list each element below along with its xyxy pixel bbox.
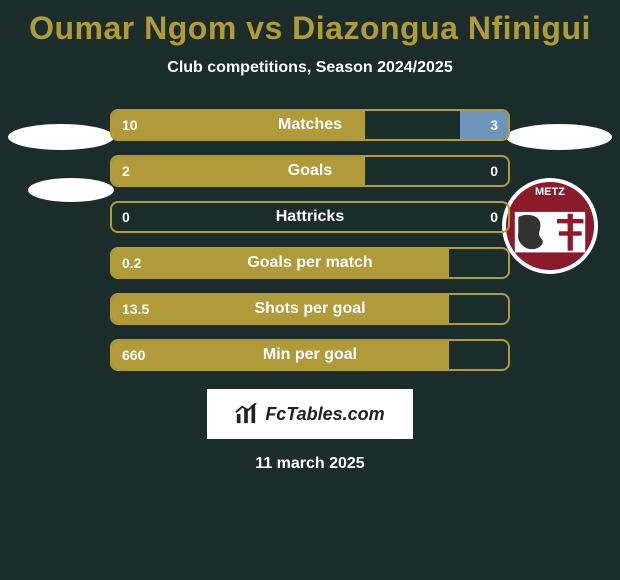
value-right: 0 [490, 163, 498, 179]
bar-right [460, 111, 508, 139]
comparison-infographic: Oumar Ngom vs Diazongua Nfinigui Club co… [0, 0, 620, 580]
value-left: 0 [122, 209, 130, 225]
stat-row: 13.5Shots per goal [110, 293, 510, 325]
value-right: 3 [490, 117, 498, 133]
bar-left [112, 249, 449, 277]
date-text: 11 march 2025 [0, 455, 620, 473]
page-title: Oumar Ngom vs Diazongua Nfinigui [0, 0, 620, 47]
value-left: 10 [122, 117, 138, 133]
fctables-badge: FcTables.com [207, 389, 413, 439]
row-label: Hattricks [112, 208, 508, 226]
stat-row: 0 0Hattricks [110, 201, 510, 233]
stats-icon [235, 403, 257, 425]
value-left: 0.2 [122, 255, 141, 271]
stat-row: 20Goals [110, 155, 510, 187]
value-left: 660 [122, 347, 145, 363]
value-left: 2 [122, 163, 130, 179]
stat-row: 103Matches [110, 109, 510, 141]
bar-left [112, 341, 449, 369]
value-right: 0 [490, 209, 498, 225]
value-left: 13.5 [122, 301, 149, 317]
stats-chart: 103Matches20Goals00Hattricks0.2Goals per… [0, 109, 620, 371]
stat-row: 660Min per goal [110, 339, 510, 371]
bar-left [112, 295, 449, 323]
badge-text: FcTables.com [265, 404, 384, 425]
stat-row: 0.2Goals per match [110, 247, 510, 279]
bar-left [112, 157, 365, 185]
subtitle: Club competitions, Season 2024/2025 [0, 59, 620, 77]
bar-left [112, 111, 365, 139]
